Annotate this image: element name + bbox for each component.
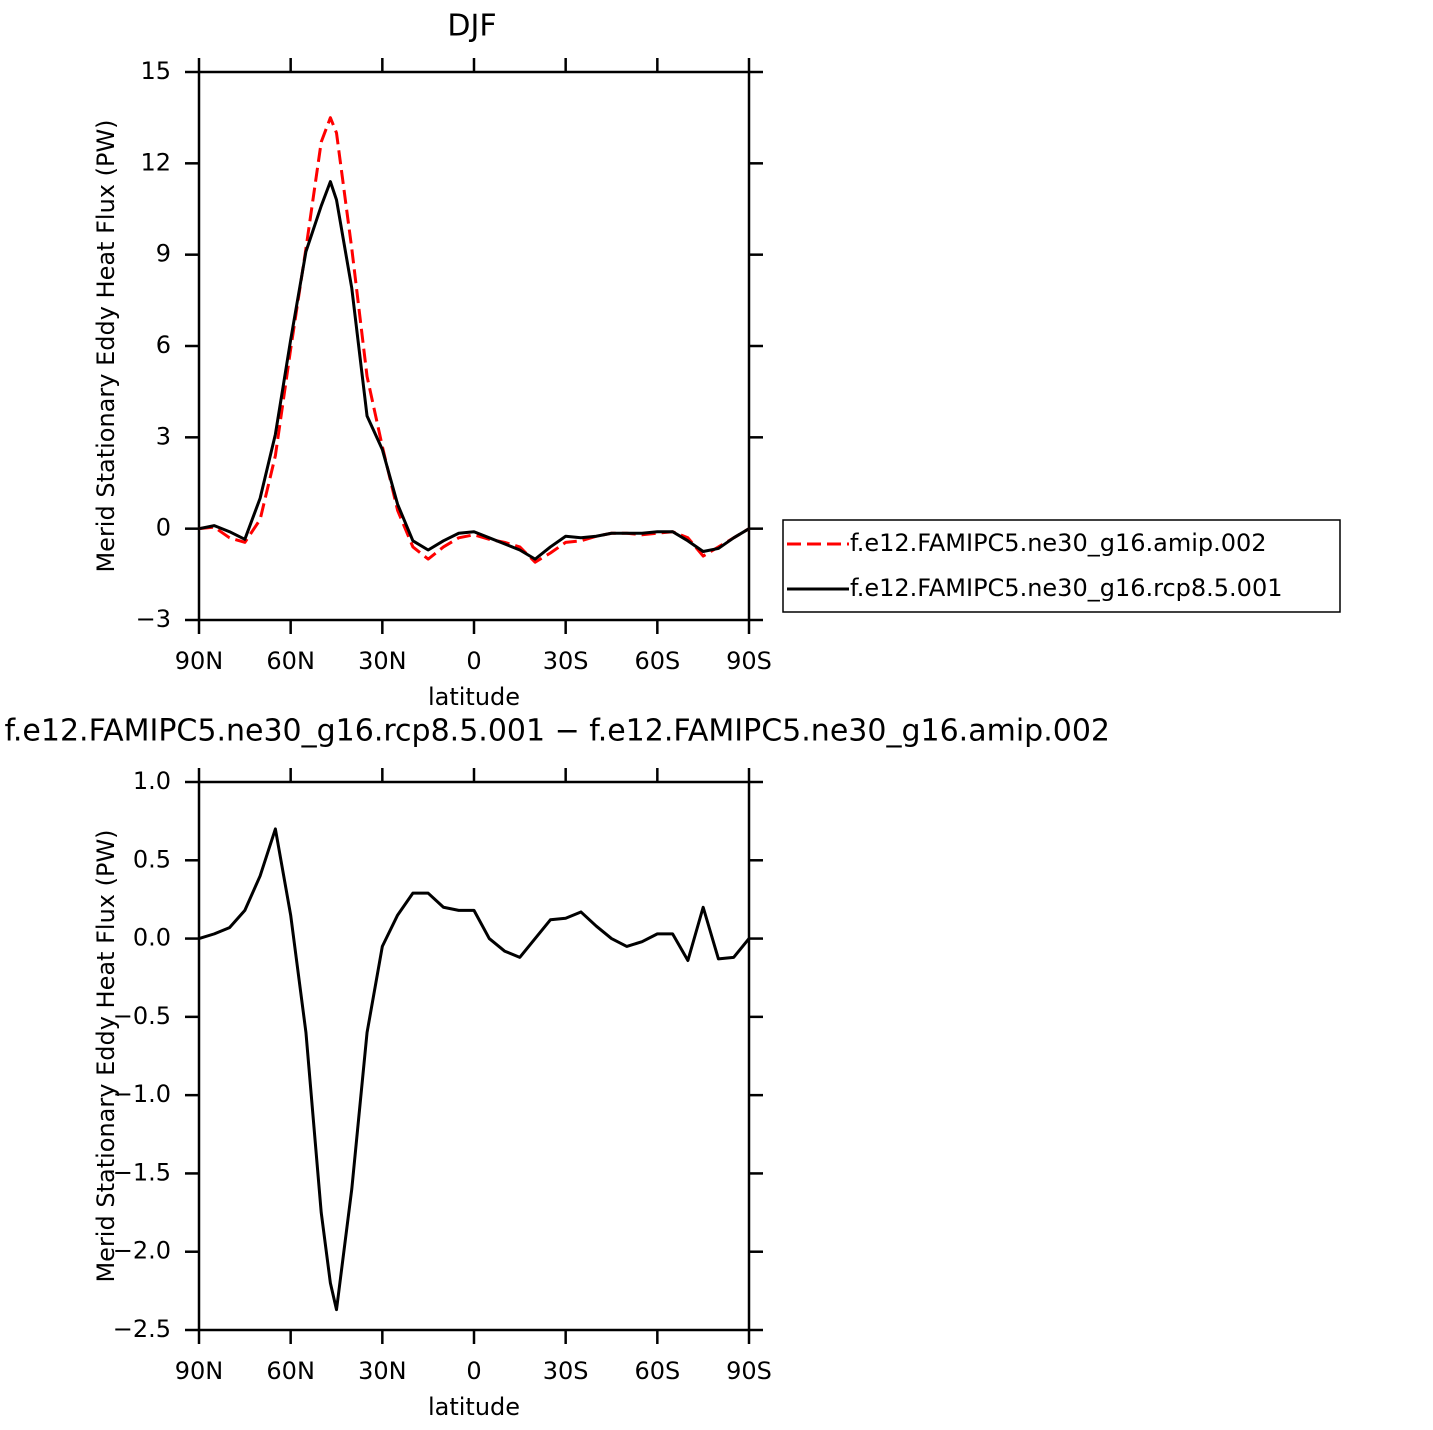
x-tick-label: 90S bbox=[726, 647, 772, 675]
x-tick-label: 90N bbox=[175, 1357, 224, 1385]
plot-frame bbox=[197, 70, 751, 622]
x-tick-label: 30N bbox=[358, 647, 407, 675]
y-tick-label: 15 bbox=[140, 57, 171, 85]
y-tick-label: 9 bbox=[156, 240, 171, 268]
chart-title: DJF bbox=[447, 9, 496, 44]
x-tick-label: 30S bbox=[543, 647, 589, 675]
chart-title: f.e12.FAMIPC5.ne30_g16.rcp8.5.001 − f.e1… bbox=[4, 714, 1110, 749]
y-axis-label: Merid Stationary Eddy Heat Flux (PW) bbox=[92, 119, 120, 572]
y-tick-label: −2.0 bbox=[113, 1237, 171, 1265]
x-tick-label: 60N bbox=[266, 1357, 315, 1385]
y-tick-label: 0.0 bbox=[133, 924, 171, 952]
y-tick-label: −2.5 bbox=[113, 1315, 171, 1343]
y-tick-label: 0 bbox=[156, 514, 171, 542]
legend-label: f.e12.FAMIPC5.ne30_g16.rcp8.5.001 bbox=[850, 574, 1283, 602]
legend-frame bbox=[782, 519, 1341, 613]
x-tick-label: 60S bbox=[634, 1357, 680, 1385]
x-tick-label: 60S bbox=[634, 647, 680, 675]
legend-label: f.e12.FAMIPC5.ne30_g16.amip.002 bbox=[850, 529, 1267, 557]
x-tick-label: 90S bbox=[726, 1357, 772, 1385]
y-tick-label: −1.0 bbox=[113, 1080, 171, 1108]
data-line bbox=[198, 827, 751, 1312]
y-tick-label: 0.5 bbox=[133, 845, 171, 873]
x-tick-label: 30N bbox=[358, 1357, 407, 1385]
x-tick-label: 30S bbox=[543, 1357, 589, 1385]
y-tick-label: 1.0 bbox=[133, 767, 171, 795]
x-tick-label: 0 bbox=[466, 647, 481, 675]
data-line bbox=[198, 180, 750, 561]
x-tick-label: 0 bbox=[466, 1357, 481, 1385]
x-tick-label: 60N bbox=[266, 647, 315, 675]
y-axis-label: Merid Stationary Eddy Heat Flux (PW) bbox=[92, 829, 120, 1282]
y-tick-label: 6 bbox=[156, 331, 171, 359]
x-tick-label: 90N bbox=[175, 647, 224, 675]
y-tick-label: −3 bbox=[136, 605, 171, 633]
y-tick-label: 12 bbox=[140, 148, 171, 176]
data-line bbox=[198, 116, 750, 564]
y-tick-label: 3 bbox=[156, 422, 171, 450]
y-tick-label: −1.5 bbox=[113, 1158, 171, 1186]
x-axis-label: latitude bbox=[428, 683, 520, 711]
y-tick-label: −0.5 bbox=[113, 1002, 171, 1030]
x-axis-label: latitude bbox=[428, 1393, 520, 1421]
